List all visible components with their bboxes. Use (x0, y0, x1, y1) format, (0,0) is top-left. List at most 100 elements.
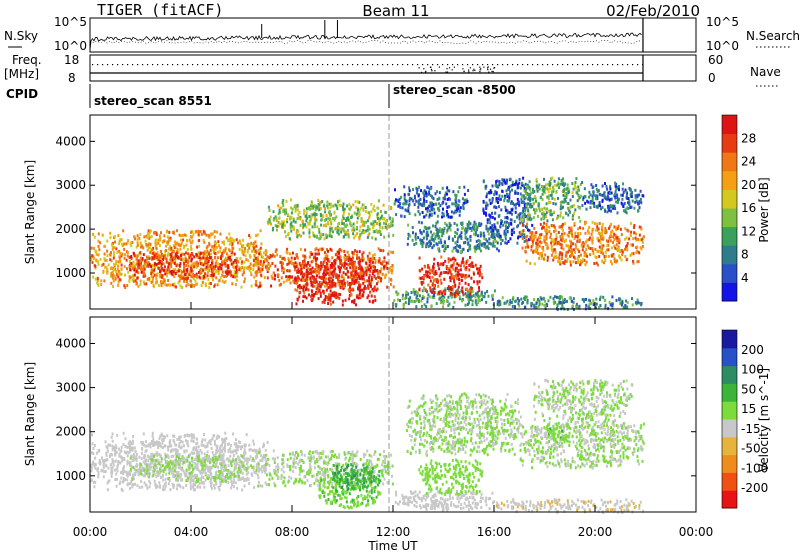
heatmap-cell (198, 271, 200, 274)
heatmap-cell (337, 251, 340, 255)
heatmap-cell (188, 256, 191, 260)
heatmap-cell (433, 272, 436, 276)
heatmap-cell (336, 257, 339, 261)
heatmap-cell (547, 190, 550, 194)
heatmap-cell (602, 295, 605, 299)
heatmap-cell (486, 192, 489, 196)
heatmap-cell (423, 215, 426, 219)
heatmap-cell (398, 197, 401, 201)
heatmap-cell (147, 235, 150, 239)
heatmap-cell (257, 267, 260, 271)
heatmap-cell (532, 197, 534, 201)
heatmap-cell (571, 304, 574, 308)
heatmap-cell (294, 220, 297, 224)
heatmap-cell (421, 289, 424, 293)
heatmap-cell (556, 295, 558, 299)
heatmap-cell (488, 191, 491, 195)
heatmap-cell (300, 267, 303, 271)
heatmap-cell (314, 208, 317, 212)
heatmap-cell (565, 195, 568, 199)
heatmap-cell (329, 220, 332, 223)
nave-dot (282, 64, 284, 66)
nsearch-line (89, 40, 642, 45)
heatmap-cell (531, 236, 534, 239)
heatmap-cell (597, 231, 600, 235)
heatmap-cell (572, 297, 575, 301)
heatmap-cell (432, 244, 435, 247)
heatmap-cell (442, 305, 445, 309)
heatmap-cell (148, 246, 151, 250)
heatmap-cell (347, 288, 350, 292)
heatmap-cell (434, 192, 437, 196)
heatmap-cell (249, 262, 252, 266)
heatmap-cell (515, 203, 518, 206)
heatmap-cell (451, 257, 454, 261)
heatmap-cell (476, 282, 479, 286)
heatmap-cell (329, 226, 332, 230)
heatmap-cell (291, 251, 294, 255)
heatmap-cell (430, 203, 433, 207)
heatmap-cell (337, 232, 340, 236)
heatmap-cell (518, 181, 521, 185)
heatmap-cell (148, 257, 151, 261)
heatmap-cell (190, 252, 193, 255)
heatmap-cell (361, 293, 364, 297)
heatmap-cell (628, 237, 631, 241)
heatmap-cell (348, 212, 350, 216)
heatmap-cell (185, 277, 188, 281)
heatmap-cell (613, 244, 616, 248)
heatmap-cell (463, 201, 466, 205)
heatmap-cell (435, 280, 438, 283)
heatmap-cell (135, 257, 138, 261)
heatmap-cell (113, 274, 116, 278)
heatmap-cell (100, 279, 103, 283)
heatmap-cell (599, 235, 602, 239)
heatmap-cell (221, 252, 224, 255)
heatmap-cell (529, 261, 532, 265)
heatmap-cell (347, 253, 350, 257)
heatmap-cell (294, 265, 297, 269)
heatmap-cell (353, 282, 356, 285)
heatmap-cell (611, 306, 614, 310)
nave-dot (337, 64, 339, 66)
heatmap-cell (105, 265, 108, 269)
heatmap-cell (428, 268, 431, 272)
heatmap-cell (602, 252, 605, 256)
heatmap-cell (313, 284, 316, 288)
heatmap-cell (563, 200, 565, 204)
heatmap-cell (486, 245, 489, 249)
heatmap-cell (579, 182, 582, 186)
heatmap-cell (276, 268, 279, 272)
heatmap-cell (173, 240, 176, 244)
heatmap-cell (443, 226, 446, 230)
heatmap-cell (330, 285, 333, 289)
heatmap-cell (276, 273, 279, 277)
heatmap-cell (301, 220, 304, 223)
heatmap-cell (344, 257, 347, 261)
heatmap-cell (558, 253, 561, 257)
heatmap-cell (96, 278, 99, 282)
heatmap-cell (621, 193, 624, 197)
nave-dot (562, 64, 564, 66)
heatmap-cell (172, 268, 175, 272)
heatmap-cell (642, 235, 645, 239)
heatmap-cell (372, 269, 375, 273)
heatmap-cell (131, 241, 134, 244)
heatmap-cell (230, 262, 233, 266)
heatmap-cell (506, 179, 508, 183)
heatmap-cell (153, 268, 156, 272)
heatmap-cell (302, 226, 304, 230)
heatmap-cell (279, 282, 282, 286)
heatmap-cell (496, 302, 499, 306)
heatmap-cell (238, 247, 241, 251)
heatmap-cell (467, 241, 470, 245)
heatmap-cell (478, 280, 481, 284)
heatmap-cell (542, 296, 545, 300)
heatmap-cell (498, 194, 501, 198)
heatmap-cell (498, 303, 500, 307)
heatmap-cell (348, 297, 351, 301)
heatmap-cell (524, 249, 527, 253)
heatmap-cell (436, 220, 439, 224)
heatmap-cell (130, 256, 133, 260)
heatmap-cell (198, 239, 201, 242)
